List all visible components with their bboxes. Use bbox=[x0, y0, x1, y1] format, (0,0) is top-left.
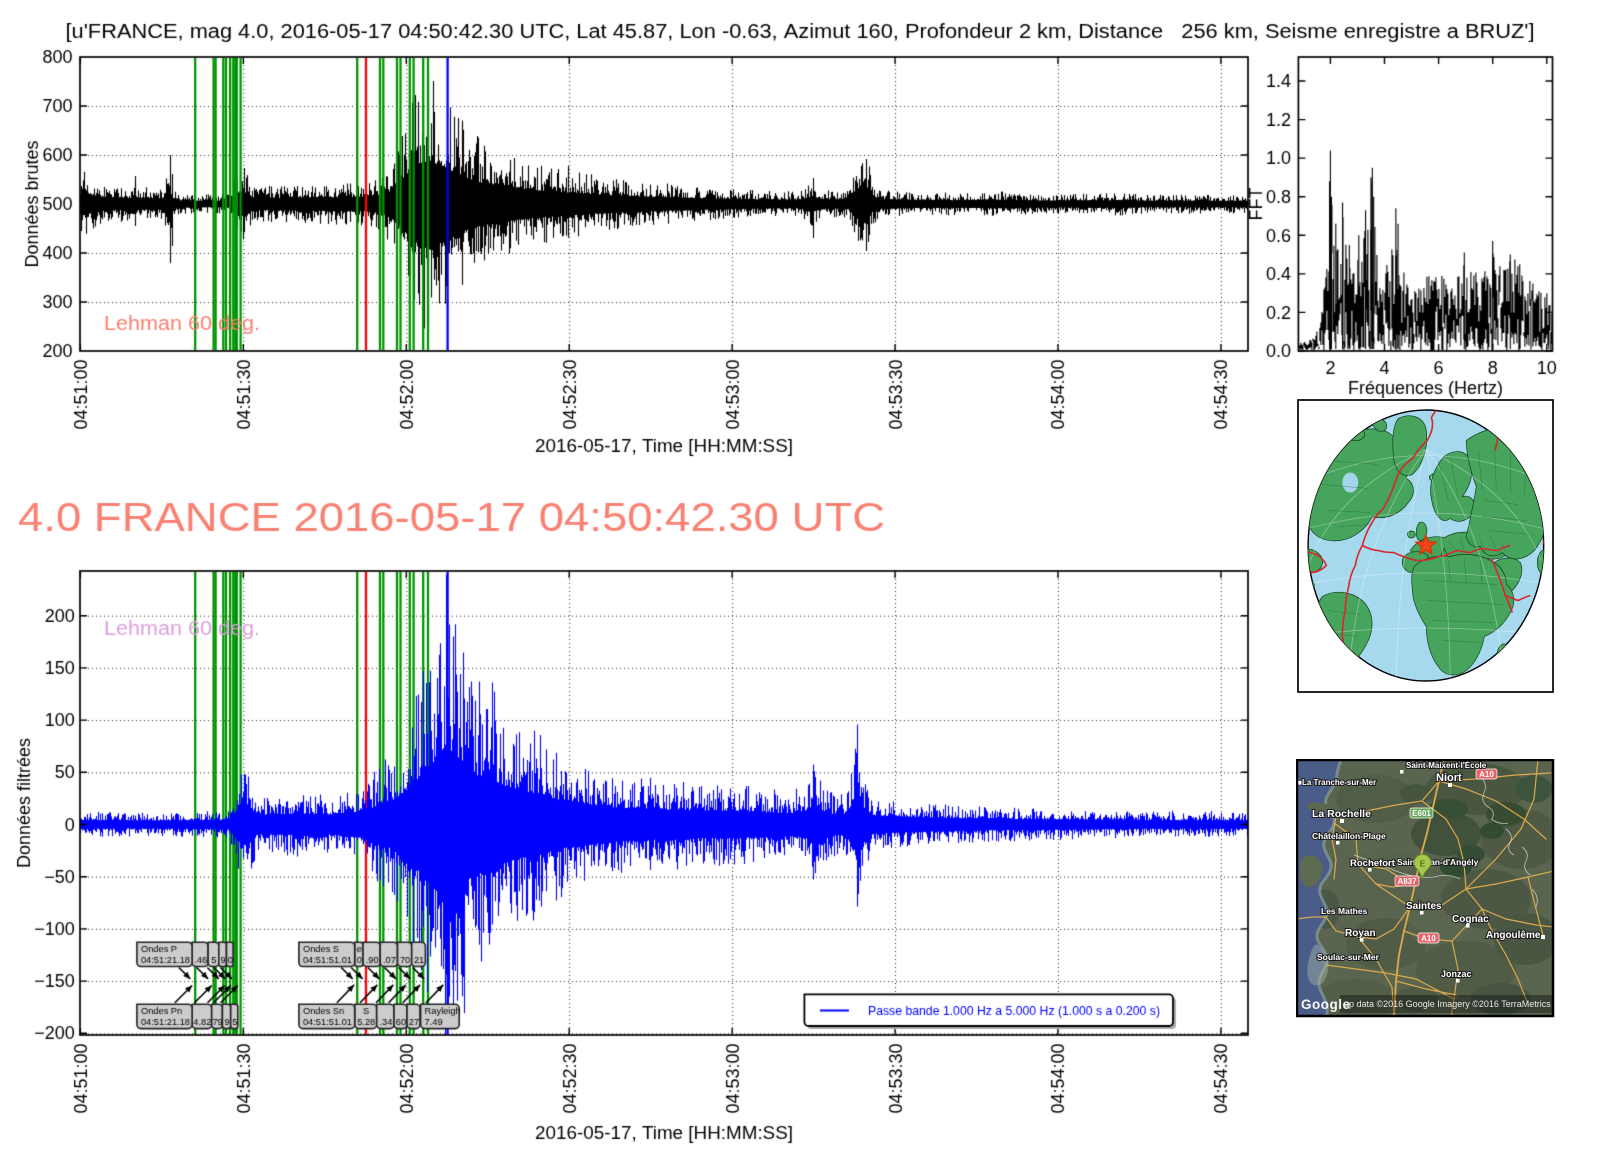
svg-text:A10: A10 bbox=[1421, 934, 1436, 943]
svg-text:La Rochelle: La Rochelle bbox=[1312, 808, 1371, 820]
svg-text:A10: A10 bbox=[1479, 770, 1494, 779]
svg-text:Angoulême: Angoulême bbox=[1486, 930, 1541, 941]
svg-text:A837: A837 bbox=[1397, 877, 1417, 886]
svg-text:Saint-Maixent-l'École: Saint-Maixent-l'École bbox=[1406, 761, 1487, 770]
svg-text:E: E bbox=[1420, 859, 1426, 869]
svg-text:Saintes: Saintes bbox=[1406, 901, 1442, 912]
svg-text:Soulac-sur-Mer: Soulac-sur-Mer bbox=[1317, 952, 1380, 962]
svg-text:ap data ©2016 Google Imagery: ap data ©2016 Google Imagery ©2016 Terra… bbox=[1344, 999, 1551, 1009]
svg-text:Jonzac: Jonzac bbox=[1441, 969, 1472, 979]
svg-text:La Tranche-sur-Mer: La Tranche-sur-Mer bbox=[1302, 778, 1376, 787]
svg-text:Les Mathes: Les Mathes bbox=[1321, 906, 1368, 916]
svg-text:Châtelaillon-Plage: Châtelaillon-Plage bbox=[1312, 831, 1386, 841]
svg-text:Niort: Niort bbox=[1436, 772, 1462, 784]
svg-text:Saint-Jean-d'Angély: Saint-Jean-d'Angély bbox=[1397, 857, 1479, 867]
svg-text:Royan: Royan bbox=[1345, 928, 1376, 939]
svg-text:Cognac: Cognac bbox=[1452, 914, 1489, 925]
svg-text:E601: E601 bbox=[1412, 809, 1431, 818]
svg-text:Google: Google bbox=[1301, 997, 1351, 1012]
svg-text:Rochefort: Rochefort bbox=[1350, 858, 1396, 869]
